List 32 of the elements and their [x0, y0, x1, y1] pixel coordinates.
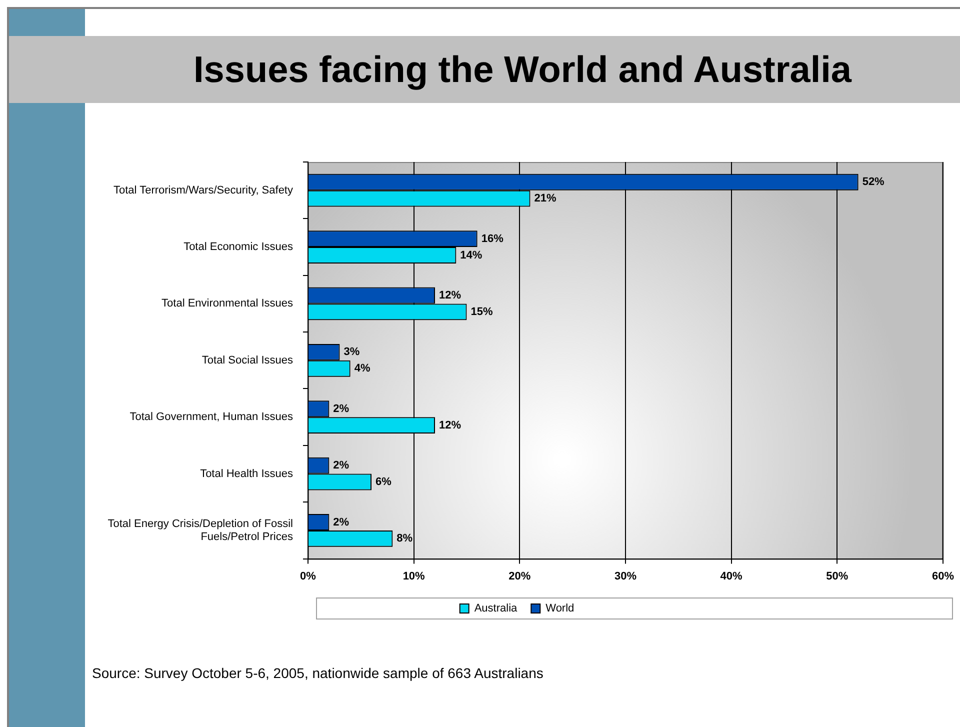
data-label: 21% — [534, 192, 556, 205]
y-tick-label: Total Terrorism/Wars/Security, Safety — [113, 184, 294, 196]
data-label: 2% — [333, 460, 350, 472]
legend-label: Australia — [474, 602, 518, 615]
data-label: 8% — [396, 532, 413, 545]
legend-label: World — [546, 602, 574, 615]
y-tick-label: Total Social Issues — [202, 354, 294, 366]
x-tick-label: 60% — [932, 570, 954, 582]
x-tick-label: 40% — [720, 570, 743, 582]
x-tick-label: 30% — [614, 570, 637, 582]
data-label: 15% — [470, 306, 493, 318]
data-label: 12% — [439, 290, 462, 302]
y-tick-label: Total Government, Human Issues — [130, 411, 294, 424]
data-label: 16% — [481, 232, 504, 245]
data-label: 52% — [862, 176, 885, 188]
x-tick-label: 0% — [300, 570, 316, 582]
data-label: 6% — [376, 476, 392, 488]
chart-title: Issues facing the World and Australia — [192, 48, 853, 92]
data-label: 2% — [333, 516, 350, 528]
y-tick-label: Total Health Issues — [200, 468, 294, 480]
x-tick-label: 20% — [508, 570, 531, 582]
data-label: 14% — [460, 249, 482, 262]
x-tick-label: 50% — [826, 570, 848, 582]
data-label: 3% — [344, 346, 360, 358]
source-note: Source: Survey October 5-6, 2005, nationwide sample of 663 Australians — [92, 665, 544, 681]
x-tick-label: 10% — [402, 570, 426, 582]
y-tick-label: Total Energy Crisis/Depletion of Fossil Fuels/Petrol Prices — [108, 518, 294, 544]
data-label: 4% — [354, 362, 370, 375]
data-label: 12% — [439, 419, 462, 432]
y-tick-label: Total Environmental Issues — [162, 298, 294, 310]
data-label: 2% — [333, 402, 350, 415]
y-tick-label: Total Economic Issues — [184, 241, 294, 254]
